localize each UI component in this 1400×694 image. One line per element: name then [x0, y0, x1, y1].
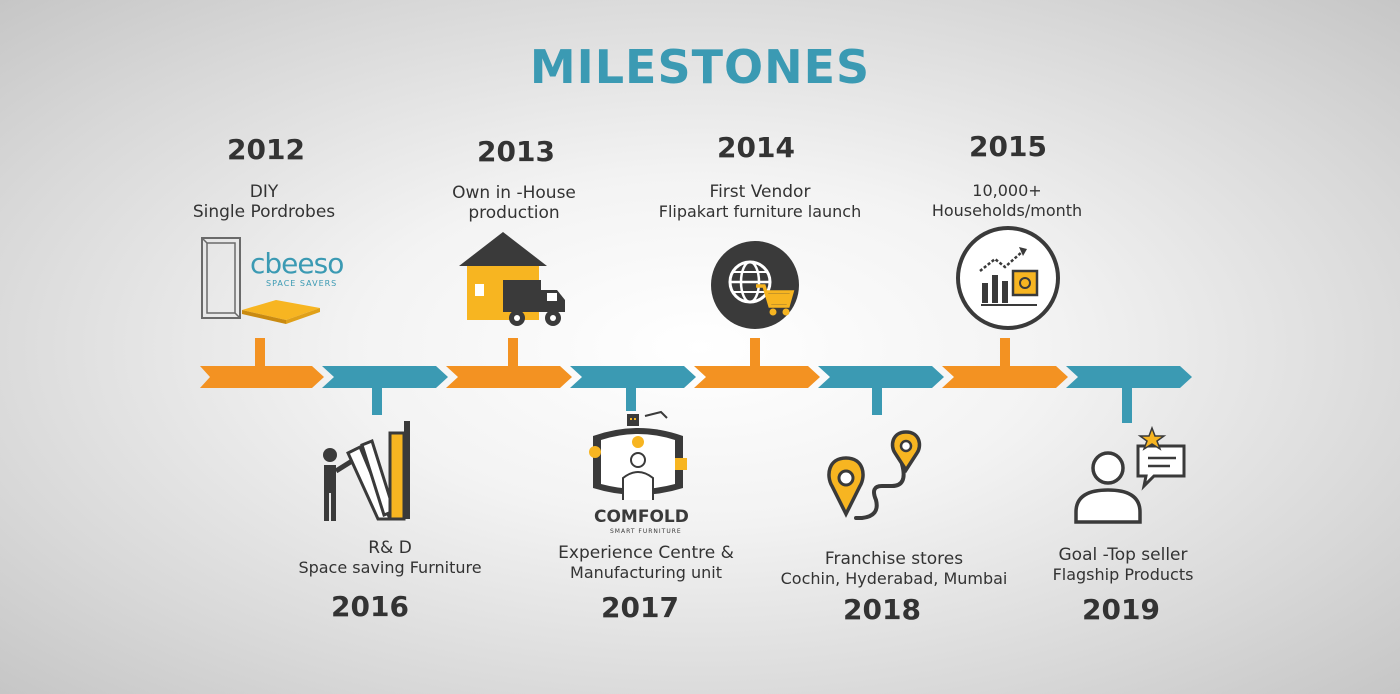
- milestone-2015-line1: 10,000+: [972, 181, 1042, 200]
- milestone-2018-desc: Franchise stores Cochin, Hyderabad, Mumb…: [764, 549, 1024, 589]
- milestone-2016-desc: R& D Space saving Furniture: [260, 538, 520, 578]
- comfold-logo-tagline: SMART FURNITURE: [610, 528, 682, 535]
- milestone-2013-desc: Own in -House production: [384, 183, 644, 223]
- milestone-2014-line2: Flipakart furniture launch: [658, 202, 862, 221]
- growth-chart-icon: [956, 226, 1060, 330]
- milestone-2015-desc: 10,000+ Households/month: [877, 181, 1137, 221]
- cbeeso-logo-tagline: SPACE SAVERS: [266, 279, 338, 288]
- milestone-2012-line2: Single Pordrobes: [192, 202, 336, 222]
- cbeeso-logo-name: cbeeso: [250, 247, 344, 280]
- milestone-2013-line1: Own in -House: [452, 183, 576, 203]
- milestone-2017-desc: Experience Centre & Manufacturing unit: [516, 543, 776, 583]
- milestone-2012-line1: DIY: [249, 182, 279, 202]
- year-2015: 2015: [969, 130, 1047, 163]
- year-2019: 2019: [1082, 593, 1160, 626]
- year-2017: 2017: [601, 591, 679, 624]
- route-pins-icon: [827, 430, 922, 520]
- research-person-icon: [323, 421, 410, 521]
- comfold-logo-name: COMFOLD: [594, 507, 689, 527]
- globe-cart-icon: [711, 241, 799, 329]
- milestone-2014-line1: First Vendor: [709, 182, 811, 202]
- milestone-2016-line1: R& D: [368, 538, 412, 558]
- user-star-icon: [1074, 425, 1186, 524]
- milestone-2019-line1: Goal -Top seller: [1058, 545, 1188, 565]
- milestone-2018-line1: Franchise stores: [824, 549, 964, 569]
- milestone-2018-line2: Cochin, Hyderabad, Mumbai: [780, 569, 1008, 588]
- page-title: MILESTONES: [529, 40, 871, 94]
- year-2013: 2013: [477, 135, 555, 168]
- milestone-2017-line2: Manufacturing unit: [570, 563, 722, 582]
- experience-centre-icon: [589, 410, 687, 500]
- year-2014: 2014: [717, 131, 795, 164]
- milestone-2019-desc: Goal -Top seller Flagship Products: [993, 545, 1253, 585]
- milestone-2017-line1: Experience Centre &: [558, 543, 734, 563]
- wardrobe-logo-icon: [201, 237, 320, 324]
- milestone-2013-line2: production: [468, 203, 560, 223]
- year-2012: 2012: [227, 133, 305, 166]
- year-2016: 2016: [331, 590, 409, 623]
- milestone-2016-line2: Space saving Furniture: [298, 558, 482, 577]
- milestone-2019-line2: Flagship Products: [1052, 565, 1194, 584]
- warehouse-truck-icon: [459, 232, 565, 326]
- milestone-2014-desc: First Vendor Flipakart furniture launch: [630, 182, 890, 222]
- milestone-2012-desc: DIY Single Pordrobes: [134, 182, 394, 222]
- milestone-2015-line2: Households/month: [931, 201, 1083, 220]
- year-2018: 2018: [843, 593, 921, 626]
